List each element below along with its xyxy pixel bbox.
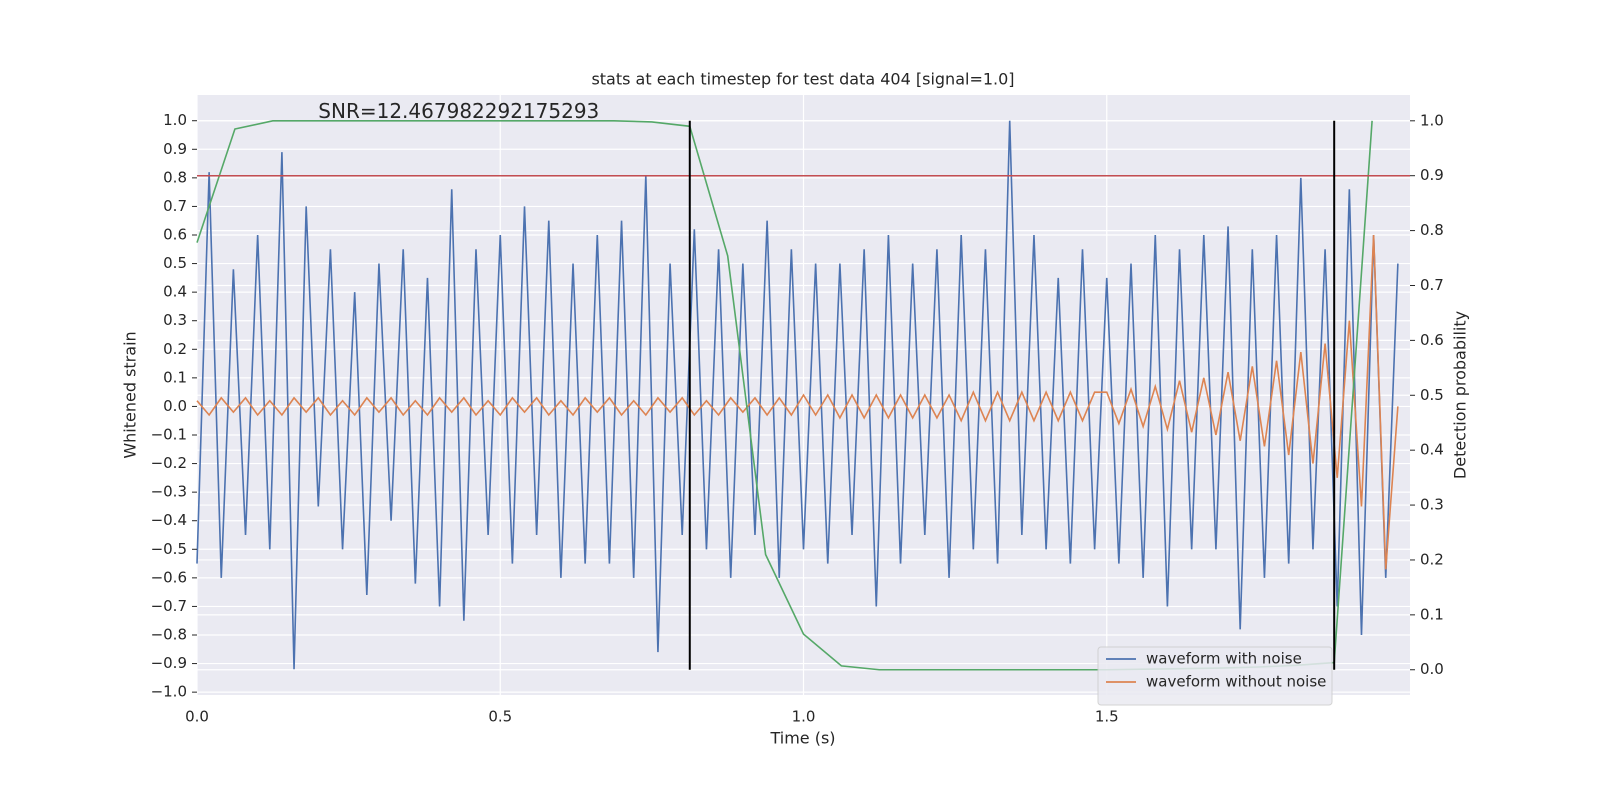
y-tick-label: 0.3 <box>163 311 187 329</box>
x-tick-label: 1.5 <box>1095 708 1119 726</box>
y2-axis-label: Detection probability <box>1451 311 1470 479</box>
y2-tick-label: 0.1 <box>1420 605 1444 623</box>
chart-title: stats at each timestep for test data 404… <box>591 70 1014 89</box>
y-tick-label: 0.9 <box>163 140 187 158</box>
y2-tick-label: 0.5 <box>1420 386 1444 404</box>
y2-tick-label: 0.4 <box>1420 441 1444 459</box>
legend-label: waveform with noise <box>1146 650 1302 668</box>
y-tick-label: 0.7 <box>163 197 187 215</box>
y2-tick-label: 0.7 <box>1420 276 1444 294</box>
y2-tick-label: 0.8 <box>1420 221 1444 239</box>
y2-tick-label: 0.0 <box>1420 660 1444 678</box>
x-tick-label: 0.5 <box>488 708 512 726</box>
y-tick-label: −0.9 <box>151 654 187 672</box>
x-axis-label: Time (s) <box>769 729 835 748</box>
y2-tick-label: 1.0 <box>1420 111 1444 129</box>
y-tick-label: −0.5 <box>151 540 187 558</box>
y-tick-label: 0.4 <box>163 283 187 301</box>
y-tick-label: −0.6 <box>151 568 187 586</box>
y-tick-label: −0.2 <box>151 454 187 472</box>
y-tick-label: 0.0 <box>163 397 187 415</box>
y-tick-label: −0.4 <box>151 511 187 529</box>
y2-tick-label: 0.3 <box>1420 496 1444 514</box>
y2-tick-label: 0.2 <box>1420 550 1444 568</box>
annotation: SNR=12.467982292175293 <box>318 99 599 123</box>
series-line <box>196 234 1399 570</box>
y-tick-label: −1.0 <box>151 683 187 701</box>
y-tick-label: −0.3 <box>151 483 187 501</box>
legend-label: waveform without noise <box>1146 673 1326 691</box>
legend <box>1097 646 1333 706</box>
y-tick-label: −0.7 <box>151 597 187 615</box>
y-tick-label: 0.5 <box>163 254 187 272</box>
y-tick-label: 0.6 <box>163 226 187 244</box>
y-tick-label: 0.1 <box>163 368 187 386</box>
y2-tick-label: 0.9 <box>1420 166 1444 184</box>
y-tick-label: 0.2 <box>163 340 187 358</box>
y2-tick-label: 0.6 <box>1420 331 1444 349</box>
y-tick-label: −0.1 <box>151 426 187 444</box>
y-tick-label: 1.0 <box>163 111 187 129</box>
x-tick-label: 1.0 <box>792 708 816 726</box>
y-tick-label: −0.8 <box>151 626 187 644</box>
x-tick-label: 0.0 <box>185 708 209 726</box>
y-axis-label: Whitened strain <box>121 331 140 458</box>
series-line <box>196 120 1399 670</box>
y-tick-label: 0.8 <box>163 168 187 186</box>
